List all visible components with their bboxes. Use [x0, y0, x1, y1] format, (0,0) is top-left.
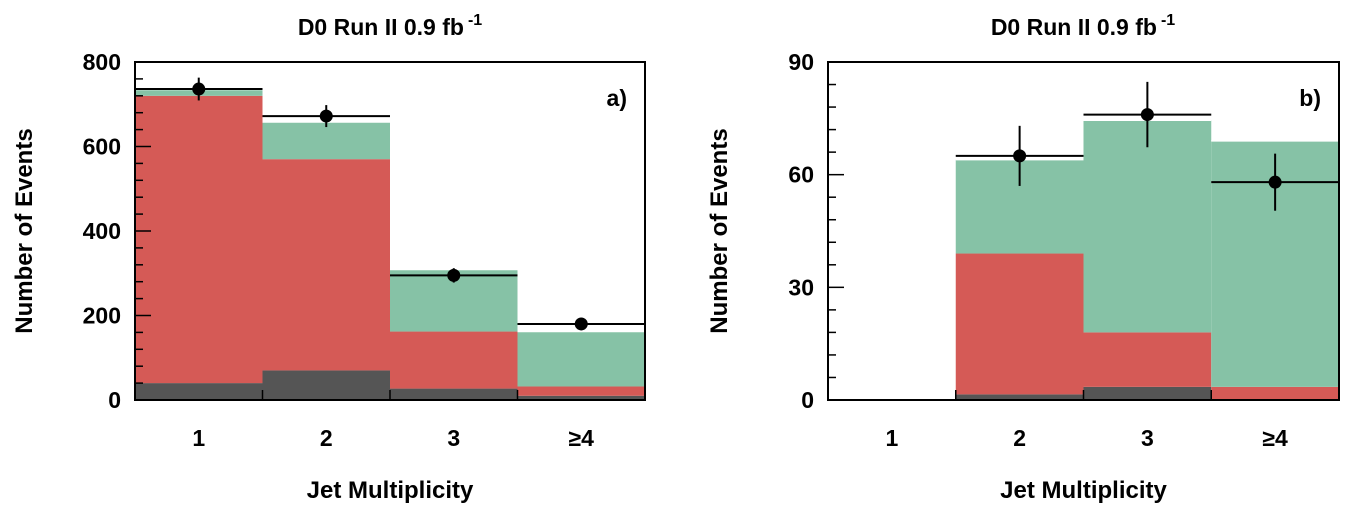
y-tick-label: 600	[83, 134, 121, 160]
chart-title-superscript: -1	[468, 12, 482, 29]
x-tick-label: 1	[192, 425, 205, 451]
y-axis-title: Number of Events	[11, 128, 38, 333]
bar-segment	[135, 95, 263, 384]
chart-title-text: D0 Run II 0.9 fb	[991, 14, 1157, 40]
data-point	[574, 317, 588, 331]
bar-segment	[955, 394, 1084, 400]
y-tick-label: 0	[108, 387, 121, 413]
bar-segment	[517, 331, 645, 387]
y-axis-title: Number of Events	[706, 128, 733, 333]
chart-title: D0 Run II 0.9 fb -1	[991, 12, 1175, 40]
x-tick-label: 3	[1141, 425, 1154, 451]
x-axis-title: Jet Multiplicity	[1000, 477, 1167, 504]
y-tick-label: 90	[788, 49, 814, 75]
bar-segment	[262, 159, 390, 371]
x-tick-label: ≥4	[569, 425, 595, 451]
x-tick-label: 1	[885, 425, 898, 451]
x-tick-label: ≥4	[1262, 425, 1288, 451]
x-tick-label: 3	[447, 425, 460, 451]
panel-a: 0 200 400 600 800 1 2 3 ≥4 D0 Run II 0.9 fb -1 a) Je…	[11, 12, 646, 504]
bar-segment	[1083, 332, 1212, 387]
data-point	[1268, 175, 1282, 189]
data-point	[192, 82, 206, 96]
x-axis-title: Jet Multiplicity	[307, 477, 474, 504]
data-point	[447, 268, 461, 282]
data-point	[319, 109, 333, 123]
panel-label: a)	[607, 85, 627, 111]
bar-segment	[955, 253, 1084, 395]
bar-segment	[517, 395, 645, 400]
bar-segment	[1083, 386, 1212, 400]
data-point	[1013, 149, 1027, 163]
chart-title-superscript: -1	[1161, 12, 1175, 29]
chart-title: D0 Run II 0.9 fb -1	[298, 12, 482, 40]
bar-segment	[390, 388, 518, 400]
bar-segment	[262, 370, 390, 400]
chart-title-text: D0 Run II 0.9 fb	[298, 14, 464, 40]
bar-segment	[135, 383, 263, 400]
y-tick-label: 200	[83, 303, 121, 329]
x-tick-label: 2	[320, 425, 333, 451]
bar-segment	[262, 121, 390, 160]
y-tick-label: 0	[801, 387, 814, 413]
data-point	[1140, 108, 1154, 122]
bar-segment	[1083, 120, 1212, 333]
x-tick-label: 2	[1013, 425, 1026, 451]
y-tick-label: 30	[788, 274, 814, 300]
y-tick-label: 400	[83, 218, 121, 244]
panel-label: b)	[1299, 85, 1321, 111]
y-tick-label: 800	[83, 49, 121, 75]
bar-segment	[390, 331, 518, 389]
bar-segment	[1211, 386, 1339, 400]
bar-segment	[517, 386, 645, 396]
y-tick-label: 60	[788, 162, 814, 188]
panel-b: 0 30 60 90 1 2 3 ≥4 D0 Run II 0.9 fb -1 b) Jet Mult…	[706, 12, 1340, 504]
